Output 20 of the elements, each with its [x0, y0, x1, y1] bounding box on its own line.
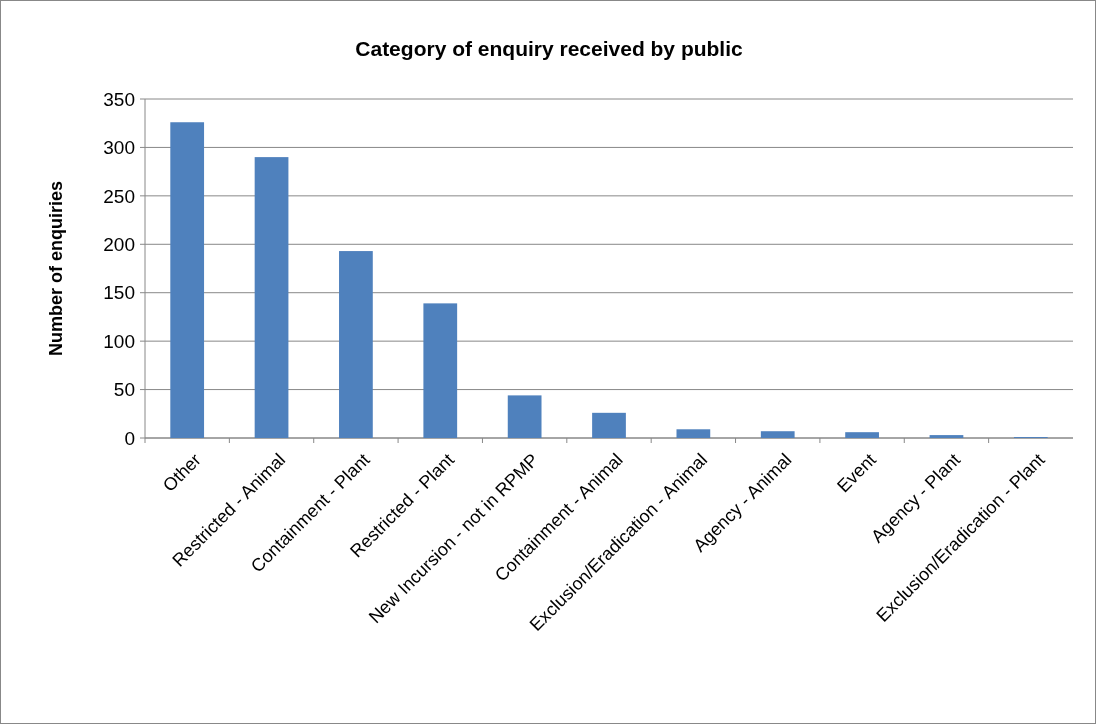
y-tick-label: 0	[124, 427, 135, 449]
y-tick-label: 250	[103, 185, 135, 207]
bar	[929, 435, 964, 438]
bar	[170, 122, 205, 438]
y-tick-label: 150	[103, 282, 135, 304]
y-axis-title: Number of enquiries	[46, 180, 66, 357]
y-tick-label: 200	[103, 233, 135, 255]
y-tick-label: 350	[103, 88, 135, 110]
bar	[760, 431, 795, 438]
bar	[254, 157, 289, 438]
bar	[592, 412, 626, 438]
bar	[507, 395, 542, 438]
chart-title: Category of enquiry received by public	[355, 37, 744, 60]
y-tick-label: 50	[113, 379, 135, 401]
y-tick-label: 100	[103, 330, 135, 352]
bar	[339, 251, 373, 438]
bar	[676, 429, 711, 438]
bar	[845, 432, 879, 438]
bar	[423, 303, 458, 438]
y-tick-label: 300	[103, 137, 135, 159]
